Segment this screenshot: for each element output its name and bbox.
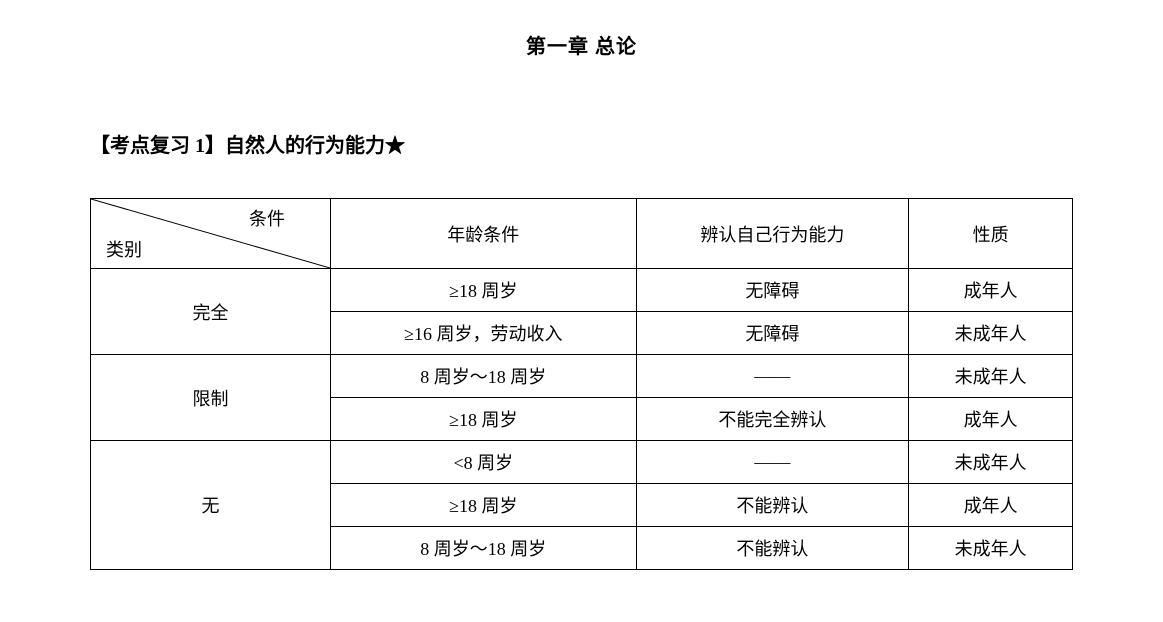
cell-nature: 未成年人 [909,355,1073,398]
cell-ability: 不能完全辨认 [636,398,909,441]
section-title: 【考点复习 1】自然人的行为能力★ [90,129,1073,158]
cell-category: 限制 [91,355,331,441]
cell-age: ≥18 周岁 [331,269,637,312]
cell-age: 8 周岁～18 周岁 [331,527,637,570]
cell-age: ≥18 周岁 [331,398,637,441]
cell-age: <8 周岁 [331,441,637,484]
header-nature: 性质 [909,199,1073,269]
cell-nature: 未成年人 [909,312,1073,355]
header-age: 年龄条件 [331,199,637,269]
cell-nature: 成年人 [909,484,1073,527]
table-header-row: 条件 类别 年龄条件 辨认自己行为能力 性质 [91,199,1073,269]
cell-ability: —— [636,441,909,484]
cell-ability: —— [636,355,909,398]
cell-category: 完全 [91,269,331,355]
cell-nature: 成年人 [909,269,1073,312]
header-diagonal-cell: 条件 类别 [91,199,331,269]
cell-ability: 不能辨认 [636,527,909,570]
table-row: 完全≥18 周岁无障碍成年人 [91,269,1073,312]
cell-nature: 未成年人 [909,441,1073,484]
table-row: 无<8 周岁——未成年人 [91,441,1073,484]
cell-age: ≥16 周岁，劳动收入 [331,312,637,355]
table-body: 完全≥18 周岁无障碍成年人≥16 周岁，劳动收入无障碍未成年人限制8 周岁～1… [91,269,1073,570]
cell-nature: 成年人 [909,398,1073,441]
cell-nature: 未成年人 [909,527,1073,570]
header-diag-top: 条件 [249,205,285,231]
cell-category: 无 [91,441,331,570]
cell-age: 8 周岁～18 周岁 [331,355,637,398]
cell-age: ≥18 周岁 [331,484,637,527]
cell-ability: 无障碍 [636,269,909,312]
capacity-table: 条件 类别 年龄条件 辨认自己行为能力 性质 完全≥18 周岁无障碍成年人≥16… [90,198,1073,570]
header-diag-bottom: 类别 [106,236,142,262]
cell-ability: 无障碍 [636,312,909,355]
table-row: 限制8 周岁～18 周岁——未成年人 [91,355,1073,398]
header-ability: 辨认自己行为能力 [636,199,909,269]
cell-ability: 不能辨认 [636,484,909,527]
chapter-title: 第一章 总论 [90,30,1073,59]
